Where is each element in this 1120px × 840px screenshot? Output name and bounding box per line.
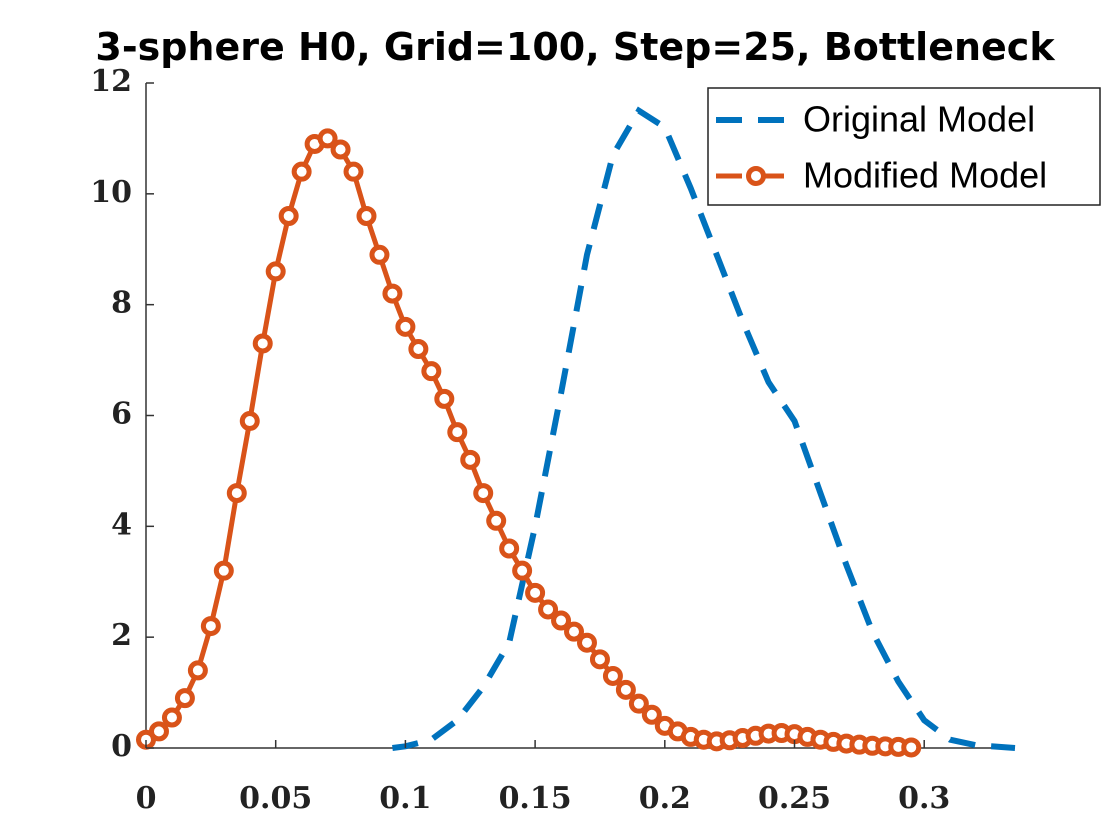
x-tick-label: 0.15 [499,781,572,816]
y-tick-label: 2 [111,618,132,653]
marker [395,316,416,337]
y-tick-label: 8 [111,286,132,321]
x-tick-label: 0.2 [639,781,691,816]
y-tick-label: 12 [90,64,132,99]
marker [551,610,572,631]
marker [226,483,247,504]
marker [525,582,546,603]
marker [408,339,429,359]
marker [200,616,221,637]
marker [473,483,494,504]
legend-marker [746,166,766,186]
x-tick-label: 0.1 [379,781,431,816]
marker [615,679,636,700]
chart-title: 3-sphere H0, Grid=100, Step=25, Bottlene… [95,25,1055,69]
y-tick-label: 10 [90,175,132,210]
y-tick-label: 4 [111,507,132,542]
marker [382,283,403,304]
legend: Original Model Modified Model [707,87,1101,206]
x-tick-label: 0.05 [239,781,312,816]
marker [512,560,533,581]
marker [564,621,585,642]
marker [460,449,481,470]
marker [641,704,662,725]
marker [278,206,299,226]
series-line [144,135,912,750]
plot-area [136,106,1016,758]
marker [447,422,468,443]
x-tick-label: 0 [136,781,157,816]
marker [628,693,649,714]
marker [252,333,273,354]
marker [421,361,442,382]
marker [239,411,260,432]
marker [174,688,195,709]
legend-box [707,87,1101,206]
marker [343,161,364,182]
marker [589,649,610,670]
x-tick-label: 0.25 [758,781,831,816]
marker [434,388,455,409]
marker [356,206,377,226]
marker [265,261,286,282]
marker [602,665,623,686]
marker [486,510,507,531]
y-tick-label: 6 [111,397,132,432]
marker [317,128,338,149]
legend-label: Original Model [803,99,1035,140]
legend-label: Modified Model [803,155,1047,196]
marker [369,244,390,265]
marker [538,599,559,620]
marker [330,139,351,160]
marker [291,161,312,182]
series-line [392,106,1016,751]
marker [901,737,922,758]
marker [213,560,234,581]
x-tick-label: 0.3 [898,781,950,816]
marker [148,721,169,742]
marker [187,660,208,681]
marker [499,538,520,559]
y-tick-label: 0 [111,729,132,764]
marker [576,632,597,653]
marker [161,707,182,728]
